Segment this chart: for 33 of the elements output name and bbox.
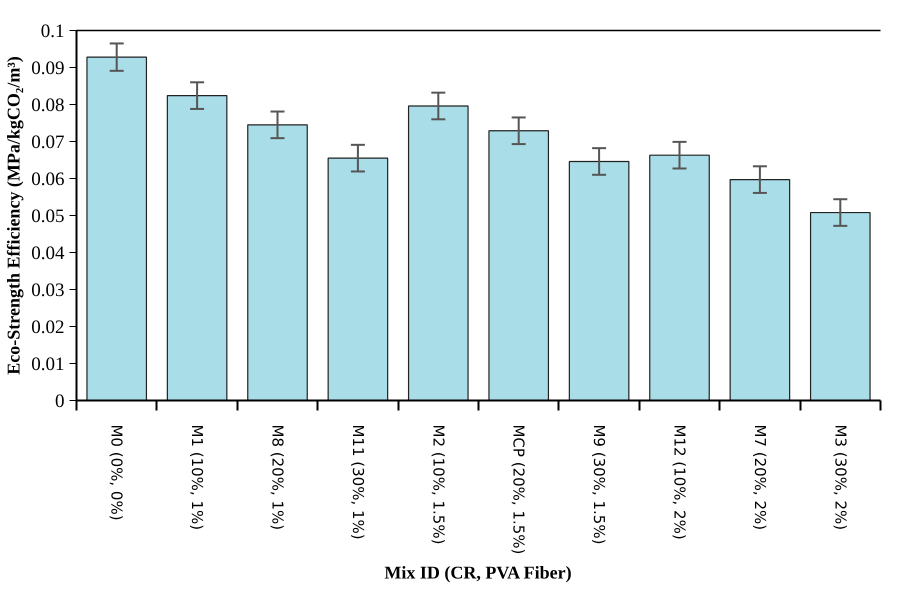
y-tick-label: 0.05 <box>31 206 64 227</box>
y-tick-label: 0.04 <box>31 243 65 264</box>
y-tick-label: 0.1 <box>40 21 64 42</box>
x-tick-label: M12 (10%, 2%) <box>670 424 688 540</box>
bar <box>328 158 388 400</box>
y-tick-label: 0.01 <box>31 354 64 375</box>
y-tick-label: 0.09 <box>31 58 64 79</box>
y-tick-label: 0.07 <box>31 132 64 153</box>
y-tick-label: 0.08 <box>31 95 64 116</box>
x-tick-label: M7 (20%, 2%) <box>750 424 769 530</box>
bar <box>86 56 148 400</box>
bar <box>649 154 710 400</box>
y-tick-label: 0.06 <box>31 169 64 190</box>
x-tick-label: M11 (30%, 1%) <box>348 424 367 540</box>
y-tick-label: 0.02 <box>31 317 64 338</box>
x-tick-label: M2 (10%, 1.5%) <box>429 424 448 544</box>
x-tick-label: M1 (10%, 1%) <box>188 424 206 530</box>
x-tick-label: MCP (20%, 1.5%) <box>510 424 528 554</box>
bar <box>247 124 308 400</box>
x-axis-title: Mix ID (CR, PVA Fiber) <box>384 562 572 582</box>
y-tick-label: 0 <box>55 391 64 412</box>
bar <box>408 105 469 400</box>
bar <box>568 160 630 400</box>
bar <box>166 95 228 400</box>
x-tick-label: M0 (0%, 0%) <box>108 424 126 521</box>
y-tick-label: 0.03 <box>31 280 64 301</box>
x-tick-label: M9 (30%, 1.5%) <box>590 424 608 544</box>
y-axis-title: Eco-Strength Efficiency (MPa/kgCO₂/m³) <box>3 56 24 375</box>
x-tick-label: M8 (20%, 1%) <box>268 424 286 530</box>
x-tick-label: M3 (30%, 2%) <box>831 424 850 530</box>
bar <box>730 179 790 400</box>
bar <box>810 212 871 400</box>
bar <box>488 130 550 400</box>
